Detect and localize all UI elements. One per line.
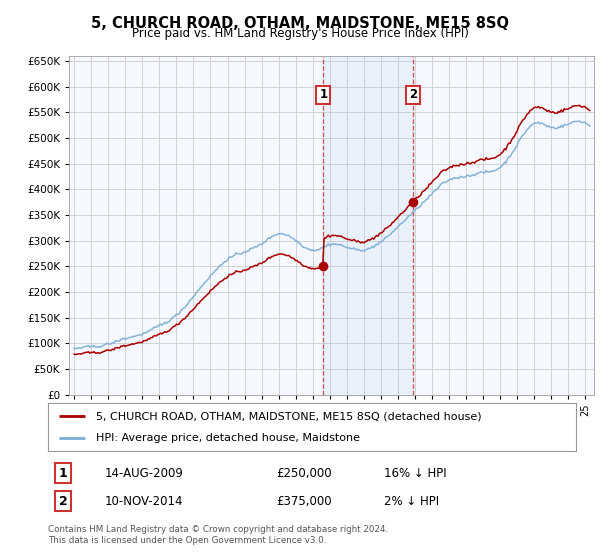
Text: 1: 1 (319, 88, 328, 101)
Text: 14-AUG-2009: 14-AUG-2009 (105, 466, 184, 480)
Text: 2: 2 (409, 88, 417, 101)
Text: 5, CHURCH ROAD, OTHAM, MAIDSTONE, ME15 8SQ: 5, CHURCH ROAD, OTHAM, MAIDSTONE, ME15 8… (91, 16, 509, 31)
Text: Price paid vs. HM Land Registry's House Price Index (HPI): Price paid vs. HM Land Registry's House … (131, 27, 469, 40)
Text: £250,000: £250,000 (276, 466, 332, 480)
Text: HPI: Average price, detached house, Maidstone: HPI: Average price, detached house, Maid… (95, 433, 359, 443)
Text: 1: 1 (59, 466, 67, 480)
Bar (323, 56, 413, 395)
Text: Contains HM Land Registry data © Crown copyright and database right 2024.
This d: Contains HM Land Registry data © Crown c… (48, 525, 388, 545)
Text: 5, CHURCH ROAD, OTHAM, MAIDSTONE, ME15 8SQ (detached house): 5, CHURCH ROAD, OTHAM, MAIDSTONE, ME15 8… (95, 411, 481, 421)
Text: £375,000: £375,000 (276, 494, 332, 508)
Text: 16% ↓ HPI: 16% ↓ HPI (384, 466, 446, 480)
Text: 2% ↓ HPI: 2% ↓ HPI (384, 494, 439, 508)
Text: 10-NOV-2014: 10-NOV-2014 (105, 494, 184, 508)
Text: 2: 2 (59, 494, 67, 508)
